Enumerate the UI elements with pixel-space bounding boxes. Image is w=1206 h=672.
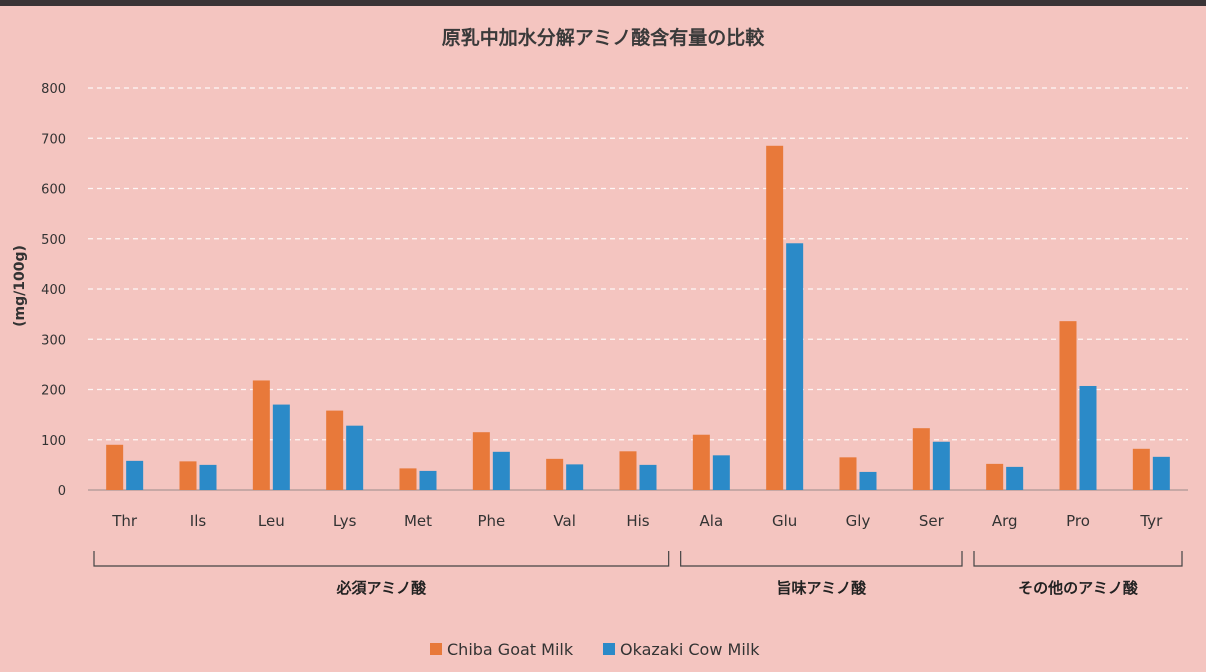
bar-val-goat [546, 458, 564, 490]
y-tick-label: 0 [58, 484, 66, 499]
x-axis-categories: Thr Ils Leu Lys Met Phe Val His Ala Glu Gly Ser Arg P… [111, 512, 1163, 530]
x-tick-label: Ser [919, 512, 945, 530]
chart-title: 原乳中加水分解アミノ酸含有量の比較 [442, 26, 766, 49]
x-tick-label: His [626, 512, 649, 530]
chart-panel: 原乳中加水分解アミノ酸含有量の比較 (mg/100g) 0 100 200 300 40… [0, 6, 1206, 672]
group-label: 旨味アミノ酸 [776, 579, 867, 597]
bar-his-cow [639, 464, 657, 490]
x-tick-label: Leu [258, 512, 285, 530]
legend-label: Okazaki Cow Milk [620, 640, 760, 659]
category-groups: 必須アミノ酸 旨味アミノ酸 その他のアミノ酸 [93, 551, 1183, 597]
y-tick-label: 500 [41, 233, 66, 248]
bar-leu-goat [252, 380, 270, 490]
legend: Chiba Goat Milk Okazaki Cow Milk [430, 640, 760, 659]
legend-swatch [430, 643, 442, 655]
bar-thr-cow [126, 460, 144, 490]
bar-ala-cow [712, 455, 730, 490]
bar-ser-goat [912, 428, 930, 490]
x-tick-label: Val [553, 512, 575, 530]
y-tick-label: 200 [41, 384, 66, 399]
y-tick-label: 300 [41, 333, 66, 348]
y-axis-label: (mg/100g) [12, 245, 28, 327]
bar-glu-goat [766, 145, 784, 490]
x-tick-label: Arg [992, 512, 1018, 530]
x-tick-label: Lys [333, 512, 357, 530]
x-tick-label: Thr [111, 512, 138, 530]
bar-arg-goat [986, 463, 1004, 490]
bar-met-goat [399, 468, 417, 490]
bar-ils-goat [179, 461, 197, 490]
x-tick-label: Glu [772, 512, 797, 530]
y-axis-ticks: 0 100 200 300 400 500 600 700 800 [41, 82, 66, 499]
bar-phe-cow [492, 451, 510, 490]
group-bracket [680, 551, 963, 567]
x-tick-label: Gly [846, 512, 871, 530]
x-tick-label: Ala [700, 512, 724, 530]
y-tick-label: 100 [41, 434, 66, 449]
grid-lines [88, 87, 1188, 491]
bar-ser-cow [932, 441, 950, 490]
legend-swatch [603, 643, 615, 655]
bar-arg-cow [1006, 466, 1024, 490]
bar-lys-goat [326, 410, 344, 490]
x-tick-label: Phe [477, 512, 505, 530]
bar-met-cow [419, 470, 437, 490]
y-tick-label: 800 [41, 82, 66, 97]
bar-thr-goat [106, 444, 124, 490]
bar-tyr-goat [1132, 448, 1150, 490]
group-bracket [973, 551, 1183, 567]
y-tick-label: 400 [41, 283, 66, 298]
y-tick-label: 600 [41, 183, 66, 198]
bars [106, 145, 1170, 490]
bar-his-goat [619, 451, 637, 490]
bar-tyr-cow [1152, 456, 1170, 490]
group-bracket [93, 551, 670, 567]
bar-ils-cow [199, 464, 217, 490]
bar-gly-goat [839, 457, 857, 490]
bar-pro-goat [1059, 321, 1077, 490]
bar-phe-goat [472, 432, 490, 490]
legend-label: Chiba Goat Milk [447, 640, 574, 659]
group-label: 必須アミノ酸 [335, 579, 427, 597]
bar-ala-goat [692, 434, 710, 490]
bar-glu-cow [786, 243, 804, 490]
group-label: その他のアミノ酸 [1018, 579, 1139, 597]
bar-leu-cow [272, 404, 290, 490]
bar-val-cow [566, 464, 584, 490]
x-tick-label: Met [404, 512, 432, 530]
bar-pro-cow [1079, 385, 1097, 490]
bar-gly-cow [859, 471, 877, 490]
x-tick-label: Ils [190, 512, 207, 530]
x-tick-label: Tyr [1139, 512, 1163, 530]
amino-acid-bar-chart: 原乳中加水分解アミノ酸含有量の比較 (mg/100g) 0 100 200 300 40… [12, 26, 1188, 659]
bar-lys-cow [346, 425, 364, 490]
x-tick-label: Pro [1066, 512, 1090, 530]
y-tick-label: 700 [41, 132, 66, 147]
